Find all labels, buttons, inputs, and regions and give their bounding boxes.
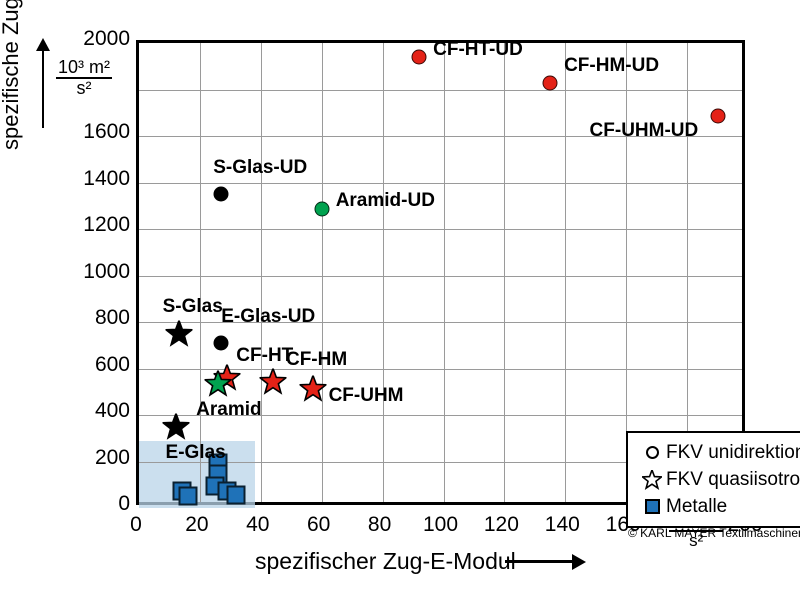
circle-outline-icon bbox=[638, 446, 666, 459]
marker-circle-cf-hm-ud bbox=[542, 75, 558, 91]
y-axis-unit: 10³ m² s² bbox=[56, 57, 113, 98]
x-unit-denominator: s² bbox=[689, 530, 704, 550]
marker-star-cf-hm bbox=[259, 368, 287, 396]
marker-star-aramid bbox=[204, 370, 232, 397]
legend-label: FKV unidirektional bbox=[666, 441, 800, 463]
gridline-vertical bbox=[504, 43, 506, 502]
y-tick-label: 1400 bbox=[83, 166, 130, 190]
y-tick-label: 2000 bbox=[83, 27, 130, 50]
legend: FKV unidirektional FKV quasiisotrop Metall… bbox=[626, 431, 800, 528]
marker-circle-e-glas-ud bbox=[213, 335, 229, 351]
data-label-cf-hm-ud: CF-HM-UD bbox=[564, 54, 660, 76]
gridline-horizontal bbox=[139, 182, 742, 184]
gridline-vertical bbox=[626, 43, 628, 502]
data-label-aramid: Aramid bbox=[196, 398, 262, 420]
gridline-horizontal bbox=[139, 322, 742, 323]
y-tick-label: 200 bbox=[94, 445, 130, 469]
gridline-vertical bbox=[321, 43, 323, 502]
marker-star-cf-uhm bbox=[299, 375, 327, 403]
x-tick-label: 20 bbox=[185, 513, 209, 536]
marker-star-s-glas bbox=[165, 320, 193, 347]
y-axis-arrow-icon bbox=[36, 38, 50, 128]
y-tick-label: 1600 bbox=[83, 120, 130, 143]
gridline-vertical bbox=[565, 43, 567, 502]
y-axis-title: spezifische Zugfestigkeit bbox=[0, 0, 23, 150]
gridline-horizontal bbox=[139, 275, 742, 277]
y-unit-denominator: s² bbox=[76, 77, 92, 98]
gridline-vertical bbox=[382, 43, 384, 502]
gridline-vertical bbox=[443, 43, 445, 502]
marker-square-metal bbox=[226, 485, 246, 505]
data-label-e-glas: E-Glas bbox=[165, 441, 226, 463]
x-tick-label: 0 bbox=[130, 513, 142, 536]
legend-label: FKV quasiisotrop bbox=[666, 468, 800, 490]
data-label-cf-hm: CF-HM bbox=[285, 349, 348, 371]
x-tick-label: 60 bbox=[307, 513, 331, 536]
marker-circle-aramid-ud bbox=[314, 201, 330, 217]
data-label-e-glas-ud: E-Glas-UD bbox=[221, 305, 316, 327]
legend-item[interactable]: Metalle bbox=[638, 493, 800, 520]
blue-square-icon bbox=[638, 499, 666, 514]
legend-item[interactable]: FKV unidirektional bbox=[638, 439, 800, 466]
legend-item[interactable]: FKV quasiisotrop bbox=[638, 466, 800, 493]
data-label-aramid-ud: Aramid-UD bbox=[335, 190, 435, 212]
data-label-cf-uhm: CF-UHM bbox=[328, 385, 404, 407]
y-tick-label: 1000 bbox=[83, 259, 130, 283]
gridline-horizontal bbox=[139, 368, 742, 370]
plot-area: CF-HT-UD CF-HM-UD CF-UHM-UD S-Glas-UD Aramid… bbox=[136, 38, 800, 540]
marker-circle-cf-uhm-ud bbox=[710, 108, 726, 124]
gridline-horizontal bbox=[139, 89, 742, 91]
x-tick-label: 120 bbox=[483, 513, 519, 536]
data-label-s-glas: S-Glas bbox=[162, 295, 223, 317]
x-tick-label: 40 bbox=[246, 513, 270, 536]
x-tick-label: 140 bbox=[544, 513, 580, 536]
y-tick-label: 0 bbox=[118, 492, 130, 515]
gridline-vertical bbox=[687, 43, 689, 502]
star-outline-icon bbox=[638, 469, 666, 490]
data-label-cf-ht-ud: CF-HT-UD bbox=[433, 38, 523, 60]
gridline-vertical bbox=[260, 43, 262, 502]
x-axis-title: spezifischer Zug-E-Modul bbox=[255, 548, 516, 574]
x-axis-arrow-icon bbox=[505, 554, 586, 570]
y-tick-label: 400 bbox=[94, 399, 130, 422]
data-label-s-glas-ud: S-Glas-UD bbox=[213, 157, 308, 179]
gridline-horizontal bbox=[139, 415, 742, 416]
data-label-cf-ht: CF-HT bbox=[236, 344, 294, 366]
copyright-text: © KARL MAYER Textilmaschinenfabrik GmbH bbox=[628, 526, 800, 540]
marker-circle-cf-ht-ud bbox=[411, 49, 427, 65]
gridline-horizontal bbox=[139, 136, 742, 137]
gridline-horizontal bbox=[139, 229, 742, 230]
y-tick-label: 600 bbox=[94, 352, 130, 376]
gridline-vertical bbox=[199, 43, 201, 502]
marker-square-metal bbox=[178, 486, 198, 506]
y-unit-numerator: 10³ m² bbox=[56, 57, 113, 79]
data-label-cf-uhm-ud: CF-UHM-UD bbox=[589, 120, 699, 142]
x-tick-label: 80 bbox=[367, 513, 392, 536]
gridline-horizontal bbox=[139, 461, 742, 463]
marker-star-e-glas bbox=[162, 413, 190, 440]
marker-circle-s-glas-ud bbox=[213, 186, 229, 202]
y-tick-label: 800 bbox=[94, 306, 130, 329]
y-tick-label: 1200 bbox=[83, 213, 130, 236]
x-tick-label: 100 bbox=[422, 513, 459, 536]
legend-label: Metalle bbox=[666, 495, 728, 517]
